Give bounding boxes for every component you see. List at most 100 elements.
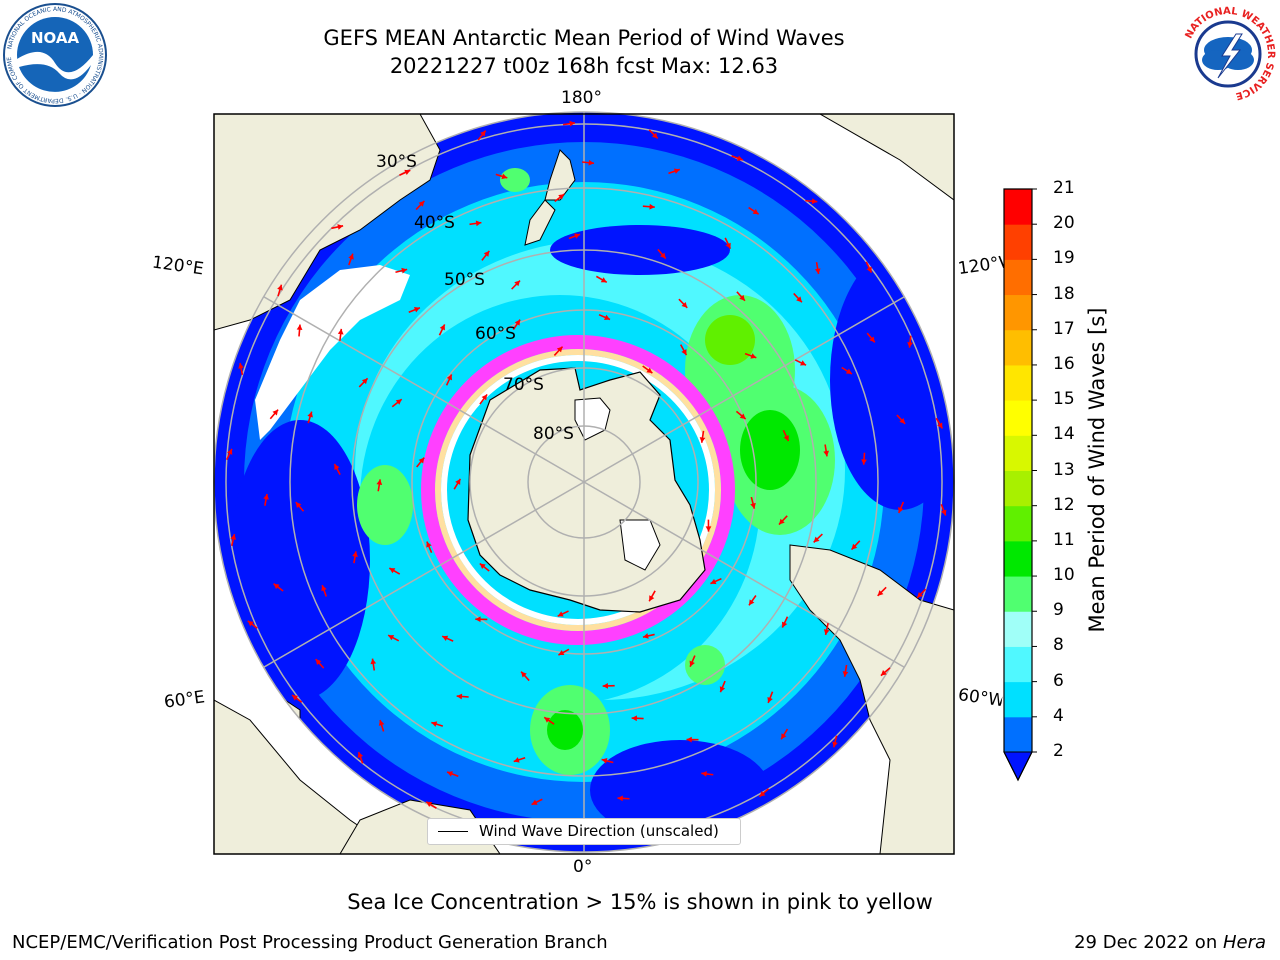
wave-arrow-head — [686, 736, 692, 743]
colorbar — [1003, 188, 1037, 782]
wave-arrow-head — [739, 413, 746, 420]
wave-arrow-head — [558, 194, 565, 200]
wave-arrow-head — [418, 457, 425, 464]
wave-arrow-head — [937, 422, 943, 429]
wave-arrow-head — [898, 507, 904, 513]
wave-arrow-head — [418, 200, 425, 207]
wave-arrow-head — [842, 671, 849, 677]
wave-arrow-head — [651, 132, 658, 139]
wave-arrow-head — [321, 585, 327, 592]
wave-arrow-head — [602, 683, 609, 689]
wave-arrow-head — [481, 394, 488, 401]
colorbar-tick-label: 9 — [1053, 600, 1064, 621]
noaa-logo-text: NOAA — [31, 29, 80, 47]
wave-arrow-head — [719, 686, 726, 693]
wave-arrow-head — [295, 502, 302, 508]
wave-arrow-head — [739, 294, 745, 301]
wave-arrow-head — [866, 266, 872, 273]
wave-arrow-head — [823, 450, 830, 457]
wave-arrow-head — [917, 592, 923, 598]
wave-arrow-head — [483, 250, 490, 257]
wave-arrow-head — [513, 757, 520, 763]
wave-arrow-head — [800, 360, 807, 366]
colorbar-segment — [1004, 505, 1032, 542]
wave-arrow-head — [811, 198, 818, 205]
wave-arrow-head — [475, 616, 481, 623]
wave-arrow-head — [315, 659, 322, 666]
colorbar-segment — [1004, 224, 1032, 260]
legend-label: Wind Wave Direction (unscaled) — [479, 822, 719, 840]
wave-arrow-head — [642, 633, 649, 639]
wave-arrow-head — [832, 741, 838, 748]
colorbar-segment — [1004, 540, 1032, 577]
wave-arrow-head — [813, 536, 820, 543]
wave-arrow-head — [426, 801, 433, 808]
wave-arrow-head — [736, 155, 743, 161]
wave-arrow-head — [880, 670, 887, 676]
wave-arrow-head — [673, 168, 680, 174]
wave-arrow-head — [781, 621, 788, 628]
date-stamp: 29 Dec 2022 on Hera — [1074, 932, 1266, 953]
lat-label-50s: 50°S — [444, 270, 485, 290]
wave-arrow-head — [446, 374, 453, 381]
wave-arrow-head — [352, 551, 358, 558]
wave-arrow-head — [701, 771, 707, 777]
wave-arrow-head — [370, 658, 377, 665]
meridians — [214, 112, 954, 852]
wave-arrow-head — [348, 253, 354, 260]
wave-arrow-head — [456, 693, 463, 700]
wave-arrow-head — [480, 130, 486, 137]
wave-arrow-head — [646, 367, 653, 374]
wave-arrow-head — [426, 541, 432, 548]
wave-arrow-head — [273, 583, 280, 590]
wave-arrow-head — [877, 590, 884, 596]
wave-arrow-head — [357, 752, 364, 758]
wave-arrow-head — [307, 411, 313, 418]
wave-arrow-head — [337, 328, 344, 335]
colorbar-extend-triangle — [1003, 751, 1033, 782]
lon-label-0: 0° — [573, 857, 593, 877]
wave-arrow-head — [851, 543, 858, 550]
wave-arrow-head — [660, 252, 666, 259]
lat-label-60s: 60°S — [475, 324, 516, 344]
wave-arrow-head — [272, 409, 279, 416]
colorbar-tick-label: 8 — [1053, 635, 1064, 656]
colorbar-tick-label: 13 — [1053, 459, 1075, 480]
colorbar-segment — [1004, 364, 1032, 401]
wave-arrow-head — [574, 233, 581, 239]
wave-arrow-head — [514, 319, 521, 326]
map-frame — [213, 113, 955, 855]
wave-arrow-head — [649, 595, 655, 602]
wave-arrow-head — [296, 324, 303, 331]
wave-arrow-head — [681, 349, 687, 356]
wave-arrow-head — [845, 368, 852, 374]
wave-arrow-head — [617, 795, 623, 802]
map-legend: Wind Wave Direction (unscaled) — [427, 818, 741, 845]
date-text: 29 Dec 2022 on — [1074, 932, 1223, 953]
wave-arrow-head — [600, 277, 607, 283]
wave-arrow-head — [544, 717, 551, 723]
colorbar-label: Mean Period of Wind Waves [s] — [1085, 307, 1109, 633]
wave-arrow-head — [501, 173, 508, 180]
lat-label-40s: 40°S — [414, 213, 455, 233]
noaa-logo-icon: NOAA NATIONAL OCEANIC AND ATMOSPHERIC AD… — [3, 3, 107, 107]
colorbar-segment — [1004, 435, 1032, 471]
colorbar-segment — [1004, 259, 1032, 296]
colorbar-tick-label: 6 — [1053, 670, 1064, 691]
wave-arrow-head — [752, 208, 759, 215]
map-title: GEFS MEAN Antarctic Mean Period of Wind … — [323, 26, 845, 50]
wave-arrow-head — [649, 203, 655, 210]
wave-arrow-head — [699, 437, 706, 443]
wave-arrow-head — [413, 307, 420, 313]
colorbar-segment — [1004, 576, 1032, 612]
wave-arrow-head — [601, 758, 608, 764]
wave-arrow-head — [783, 435, 789, 442]
lat-label-80s: 80°S — [533, 424, 574, 444]
wave-arrow-head — [907, 342, 913, 348]
colorbar-tick-label: 17 — [1053, 318, 1075, 339]
wave-arrow-head — [531, 799, 538, 805]
wave-arrow-head — [238, 363, 244, 369]
wind-wave-direction-arrows — [225, 120, 947, 843]
wave-arrow-head — [750, 502, 756, 509]
